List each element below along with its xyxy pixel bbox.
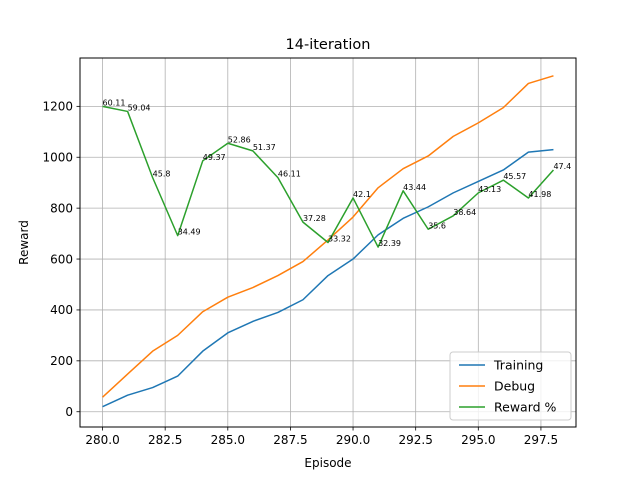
x-tick-label: 280.0 <box>85 433 119 447</box>
data-label: 41.98 <box>528 190 551 199</box>
data-label: 52.86 <box>228 135 251 144</box>
data-label: 33.32 <box>328 235 351 244</box>
data-label: 42.1 <box>353 190 371 199</box>
legend-box <box>449 351 572 421</box>
series-lines <box>102 75 555 408</box>
x-tick-label: 282.5 <box>148 433 182 447</box>
y-tick-label: 800 <box>50 201 73 215</box>
axis-ticks: 280.0 282.5 285.0 287.5 290.0 292.5 295.0 297.5… <box>42 100 558 447</box>
x-tick-label: 297.5 <box>524 433 558 447</box>
legend-label: Reward % <box>494 400 557 415</box>
y-axis-label: Reward <box>17 220 31 265</box>
y-tick-label: 200 <box>50 354 73 368</box>
series-line-training <box>102 148 554 408</box>
chart-title: 14-iteration <box>286 37 371 53</box>
legend-label: Training <box>493 358 543 373</box>
y-tick-label: 400 <box>50 303 73 317</box>
data-label: 49.37 <box>203 153 226 162</box>
data-label: 45.57 <box>503 172 526 181</box>
x-tick-label: 295.0 <box>461 433 495 447</box>
series-line-reward <box>102 105 555 248</box>
grid <box>80 58 576 427</box>
x-tick-label: 292.5 <box>398 433 432 447</box>
plot-frame <box>79 57 577 428</box>
data-label: 34.49 <box>178 228 201 237</box>
series-line-debug <box>102 75 554 398</box>
data-label: 43.13 <box>478 185 501 194</box>
x-axis-label: Episode <box>304 456 351 470</box>
legend: Training Debug Reward % <box>449 351 572 421</box>
y-tick-label: 1000 <box>42 151 73 165</box>
legend-label: Debug <box>494 379 535 394</box>
data-label: 46.11 <box>278 170 301 179</box>
data-label: 43.44 <box>403 183 426 192</box>
data-label: 60.11 <box>103 98 126 107</box>
data-label: 47.4 <box>553 162 571 171</box>
data-label: 51.37 <box>253 143 276 152</box>
y-tick-label: 600 <box>50 252 73 266</box>
data-label: 37.28 <box>303 214 326 223</box>
x-tick-label: 287.5 <box>273 433 307 447</box>
y-tick-label: 0 <box>65 405 73 419</box>
data-label: 32.39 <box>378 239 401 248</box>
x-tick-label: 290.0 <box>336 433 370 447</box>
y-tick-label: 1200 <box>42 100 73 114</box>
x-tick-label: 285.0 <box>211 433 245 447</box>
data-label: 35.6 <box>428 221 446 230</box>
data-label: 38.64 <box>453 208 476 217</box>
data-label: 45.8 <box>153 170 171 179</box>
data-label: 59.04 <box>128 103 151 112</box>
